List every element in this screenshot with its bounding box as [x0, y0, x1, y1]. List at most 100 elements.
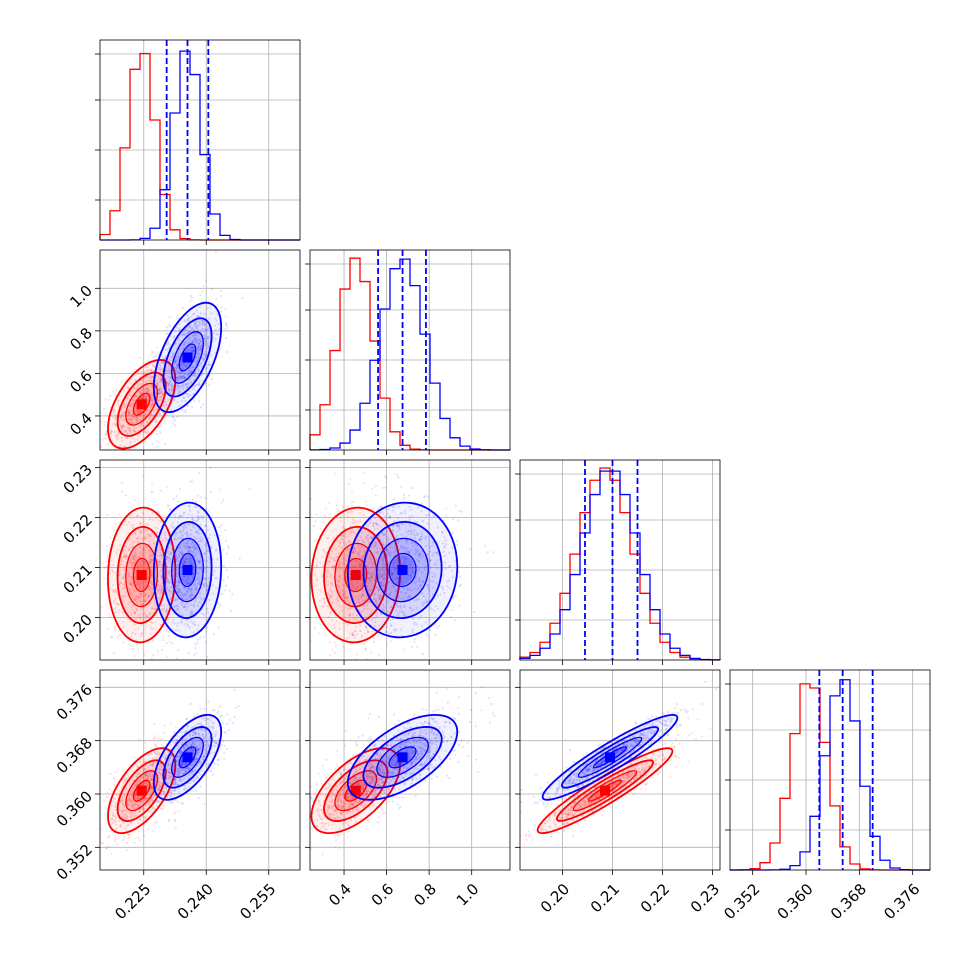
scatter-point [165, 557, 168, 560]
scatter-point [191, 575, 195, 579]
scatter-point [167, 556, 170, 559]
scatter-point [359, 691, 361, 693]
scatter-point [113, 599, 116, 602]
scatter-point [135, 557, 138, 560]
scatter-point [370, 684, 372, 686]
scatter-point [125, 386, 128, 389]
scatter-point [121, 425, 124, 428]
scatter-point [144, 594, 147, 598]
scatter-point [211, 340, 215, 343]
scatter-point [122, 389, 126, 392]
scatter-point [192, 340, 195, 343]
scatter-point [139, 414, 142, 417]
scatter-point [192, 366, 195, 369]
scatter-point [199, 540, 202, 543]
scatter-point [194, 588, 197, 591]
scatter-point [86, 826, 88, 828]
scatter-point [176, 598, 179, 601]
scatter-point [145, 410, 148, 413]
scatter-point [133, 655, 136, 658]
scatter-point [195, 355, 198, 359]
scatter-point [130, 563, 133, 567]
scatter-point [136, 565, 139, 568]
scatter-point [203, 324, 206, 327]
scatter-point [156, 384, 160, 387]
scatter-point [128, 580, 131, 583]
scatter-point [151, 511, 154, 515]
scatter-point [132, 557, 135, 560]
scatter-point [137, 385, 140, 388]
scatter-point [150, 490, 153, 493]
scatter-point [178, 553, 181, 556]
scatter-point [197, 517, 200, 521]
scatter-point [119, 416, 122, 419]
scatter-point [159, 386, 162, 390]
scatter-point [151, 375, 154, 378]
scatter-point [194, 545, 197, 549]
scatter-point [159, 569, 162, 572]
scatter-point [212, 592, 215, 596]
scatter-point [192, 572, 196, 575]
scatter-point [426, 495, 429, 498]
scatter-point [330, 595, 333, 599]
scatter-point [129, 666, 131, 668]
scatter-point [197, 351, 200, 354]
scatter-point [118, 513, 121, 516]
scatter-point [224, 327, 227, 330]
scatter-point [145, 381, 148, 384]
scatter-point [168, 387, 171, 390]
scatter-point [145, 584, 148, 587]
scatter-point [187, 316, 190, 319]
scatter-point [111, 569, 114, 572]
scatter-point [116, 843, 119, 846]
scatter-point [156, 446, 159, 449]
scatter-point [168, 380, 171, 383]
scatter-point [199, 592, 202, 595]
scatter-point [180, 534, 183, 537]
scatter-point [170, 621, 173, 624]
scatter-point [349, 511, 352, 514]
scatter-point [175, 355, 178, 358]
scatter-point [149, 560, 152, 563]
scatter-point [105, 448, 108, 450]
scatter-point [185, 598, 188, 601]
scatter-point [193, 333, 196, 336]
scatter-point [106, 627, 109, 631]
scatter-point [329, 611, 332, 614]
scatter-point [185, 328, 188, 331]
scatter-point [197, 624, 200, 627]
scatter-point [145, 545, 149, 548]
scatter-point [224, 307, 227, 310]
scatter-point [133, 598, 136, 601]
scatter-point [144, 741, 147, 745]
scatter-point [98, 787, 100, 789]
scatter-point [326, 571, 329, 574]
scatter-point [104, 398, 107, 401]
scatter-point [187, 545, 190, 548]
scatter-point [133, 430, 136, 433]
scatter-point [339, 605, 342, 608]
scatter-point [113, 408, 116, 411]
scatter-point [177, 605, 180, 608]
scatter-point [115, 593, 119, 596]
scatter-point [364, 647, 367, 650]
scatter-point [190, 562, 193, 566]
scatter-point [100, 420, 102, 423]
scatter-point [147, 391, 150, 394]
scatter-point [174, 361, 177, 364]
scatter-point [181, 515, 184, 518]
scatter-point [103, 566, 106, 570]
scatter-point [191, 328, 194, 331]
scatter-point [162, 361, 165, 364]
scatter-point [172, 498, 175, 501]
scatter-point [186, 592, 189, 595]
scatter-point [139, 592, 142, 595]
scatter-point [377, 589, 380, 592]
scatter-point [127, 427, 130, 430]
scatter-point [140, 623, 143, 627]
scatter-point [183, 575, 186, 578]
scatter-point [142, 527, 145, 530]
scatter-point [147, 534, 151, 537]
scatter-point [177, 572, 180, 576]
scatter-point [131, 399, 134, 402]
